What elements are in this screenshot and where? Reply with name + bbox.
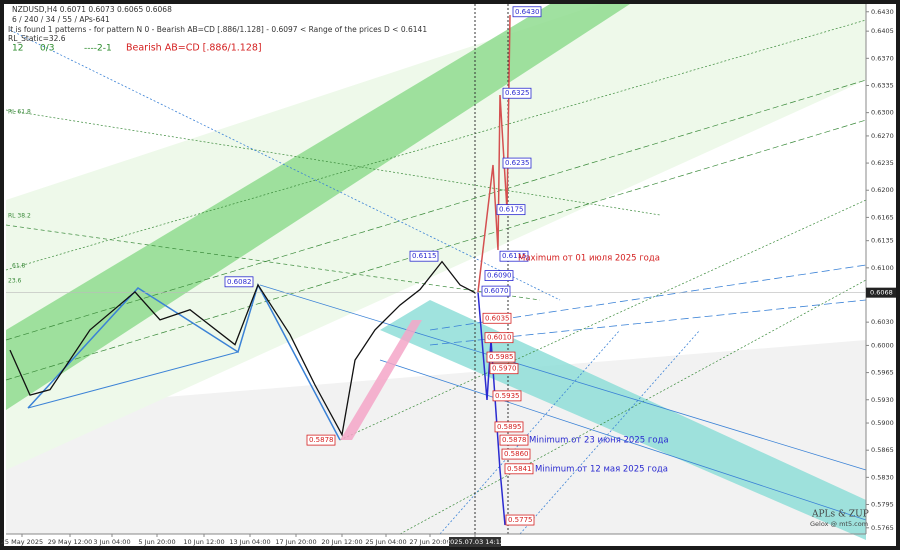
price-label: 0.6070 bbox=[484, 287, 509, 295]
y-tick-label: 0.6165 bbox=[871, 213, 894, 221]
shade-zone bbox=[6, 340, 866, 534]
annotation: Minimum от 12 мая 2025 года bbox=[535, 465, 668, 475]
y-tick-label: 0.5930 bbox=[871, 396, 894, 404]
price-box bbox=[496, 204, 526, 216]
price-label: 0.5935 bbox=[495, 392, 520, 400]
y-tick-label: 0.5795 bbox=[871, 501, 894, 509]
price-label: 0.5841 bbox=[507, 465, 532, 473]
pink-zone bbox=[340, 320, 422, 440]
price-box bbox=[484, 332, 514, 344]
price-box bbox=[512, 6, 542, 18]
y-tick-label: 0.6300 bbox=[871, 109, 894, 117]
price-box bbox=[504, 463, 534, 475]
price-label: 0.5775 bbox=[508, 516, 533, 524]
header-mode: ----2-1 bbox=[84, 44, 112, 54]
light-channel bbox=[6, 4, 866, 470]
y-tick-label: 0.6200 bbox=[871, 186, 894, 194]
price-box bbox=[502, 87, 532, 99]
fib-label: RL 38.2 bbox=[8, 213, 31, 220]
price-label: 0.5878 bbox=[502, 436, 527, 444]
pattern-name: Bearish AB=CD [.886/1.128] bbox=[126, 43, 262, 54]
price-box bbox=[499, 250, 529, 262]
price-label: 0.6325 bbox=[505, 89, 530, 97]
price-box bbox=[482, 312, 512, 324]
price-label: 0.6035 bbox=[485, 314, 510, 322]
price-label: 0.6430 bbox=[515, 8, 540, 16]
current-price-box bbox=[866, 287, 896, 298]
y-tick-label: 0.6370 bbox=[871, 54, 894, 62]
x-tick-label: 17 Jun 20:00 bbox=[275, 538, 316, 546]
projection-up bbox=[477, 14, 511, 293]
y-tick-label: 0.6100 bbox=[871, 264, 894, 272]
header-settings: 6 / 240 / 34 / 55 / APs-641 bbox=[12, 15, 110, 24]
x-tick-label: 25 May 2025 bbox=[1, 538, 43, 546]
y-tick-label: 0.6030 bbox=[871, 318, 894, 326]
price-label: 0.6082 bbox=[227, 278, 252, 286]
watermark: Gelox @ mt5.com bbox=[810, 520, 868, 528]
y-tick-label: 0.5830 bbox=[871, 473, 894, 481]
x-tick-label: 29 May 12:00 bbox=[48, 538, 93, 546]
annotation: Maximum от 01 июля 2025 года bbox=[518, 254, 660, 264]
y-tick-label: 0.6000 bbox=[871, 341, 894, 349]
watermark: APLs & ZUP bbox=[811, 510, 869, 520]
price-box bbox=[409, 250, 439, 262]
price-label: 0.5860 bbox=[504, 450, 529, 458]
y-tick-label: 0.5765 bbox=[871, 524, 894, 532]
header-ratio: 0/3 bbox=[40, 44, 54, 54]
x-tick-label: 10 Jun 12:00 bbox=[183, 538, 224, 546]
price-box bbox=[481, 285, 511, 297]
y-tick-label: 0.5865 bbox=[871, 446, 894, 454]
fib-label: 61.8 bbox=[12, 263, 26, 270]
y-tick-label: 0.6405 bbox=[871, 27, 894, 35]
price-box bbox=[505, 514, 535, 526]
price-label: 0.6010 bbox=[487, 334, 512, 342]
y-tick-label: 0.6235 bbox=[871, 159, 894, 167]
x-tick-label: 2025.07.03 14:12 bbox=[446, 538, 504, 546]
price-label: 0.6115 bbox=[412, 252, 437, 260]
price-box bbox=[486, 351, 516, 363]
price-box bbox=[499, 434, 529, 446]
price-label: 0.5895 bbox=[497, 423, 522, 431]
header-count: 12 bbox=[12, 44, 23, 54]
price-line bbox=[9, 260, 476, 437]
x-cursor-box bbox=[449, 537, 501, 547]
y-tick-label: 0.6135 bbox=[871, 237, 894, 245]
header-symbol: NZDUSD,H4 0.6071 0.6073 0.6065 0.6068 bbox=[12, 5, 172, 14]
price-label: 0.5985 bbox=[489, 353, 514, 361]
price-box bbox=[484, 270, 514, 281]
x-tick-label: 27 Jun 20:00 bbox=[409, 538, 450, 546]
price-label: 0.6090 bbox=[487, 272, 512, 280]
price-box bbox=[306, 434, 336, 446]
green-channel bbox=[6, 4, 630, 410]
y-tick-label: 0.6335 bbox=[871, 81, 894, 89]
price-label: 0.6175 bbox=[499, 206, 524, 214]
x-tick-label: 3 Jun 04:00 bbox=[93, 538, 130, 546]
price-box bbox=[492, 390, 522, 402]
y-tick-label: 0.5965 bbox=[871, 369, 894, 377]
header-static: RL_Static=32.6 bbox=[8, 34, 66, 43]
price-label: 0.5970 bbox=[492, 365, 517, 373]
x-tick-label: 5 Jun 20:00 bbox=[138, 538, 175, 546]
price-box bbox=[502, 157, 532, 169]
y-tick-label: 0.6430 bbox=[871, 8, 894, 16]
current-price-label: 0.6068 bbox=[870, 289, 893, 297]
header-pattern: It is found 1 patterns - for pattern N 0… bbox=[8, 25, 427, 34]
fib-label: 23.6 bbox=[8, 278, 22, 285]
x-tick-label: 25 Jun 04:00 bbox=[365, 538, 406, 546]
price-box bbox=[489, 363, 519, 375]
annotation: Minimum от 23 июня 2025 года bbox=[529, 436, 669, 446]
price-box bbox=[494, 421, 524, 433]
x-tick-label: 20 Jun 12:00 bbox=[321, 538, 362, 546]
price-label: 0.6235 bbox=[505, 159, 530, 167]
price-box bbox=[501, 448, 531, 460]
x-tick-label: 13 Jun 04:00 bbox=[229, 538, 270, 546]
price-label: 0.5878 bbox=[309, 436, 334, 444]
fib-label: RL 61.8 bbox=[8, 109, 31, 116]
price-label: 0.6115 bbox=[502, 252, 527, 260]
y-tick-label: 0.6270 bbox=[871, 132, 894, 140]
price-box bbox=[224, 276, 254, 288]
y-tick-label: 0.5900 bbox=[871, 419, 894, 427]
